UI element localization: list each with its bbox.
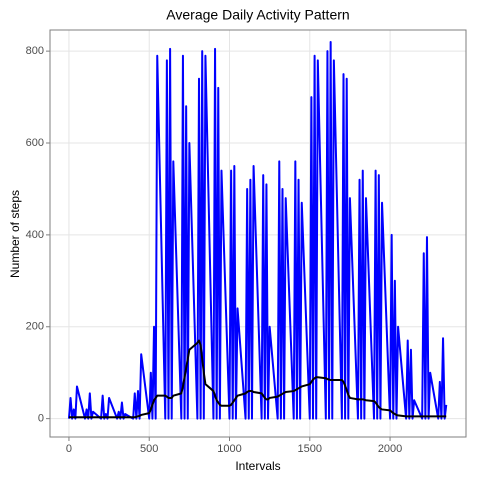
x-tick-label: 0 (66, 443, 72, 455)
y-tick-label: 200 (26, 321, 44, 333)
line-series (68, 339, 447, 419)
x-tick-label: 1500 (298, 443, 322, 455)
x-tick-label: 500 (140, 443, 158, 455)
plot-border (49, 29, 467, 438)
plot-background (50, 30, 466, 437)
y-tick-label: 400 (26, 229, 44, 241)
y-tick-label: 800 (26, 45, 44, 57)
x-tick-label: 1000 (217, 443, 241, 455)
x-axis-label: Intervals (235, 459, 280, 473)
y-axis-label: Number of steps (8, 190, 22, 278)
x-tick-label: 2000 (378, 443, 402, 455)
y-tick-label: 0 (38, 413, 44, 425)
chart-title: Average Daily Activity Pattern (166, 7, 349, 23)
y-tick-label: 600 (26, 137, 44, 149)
